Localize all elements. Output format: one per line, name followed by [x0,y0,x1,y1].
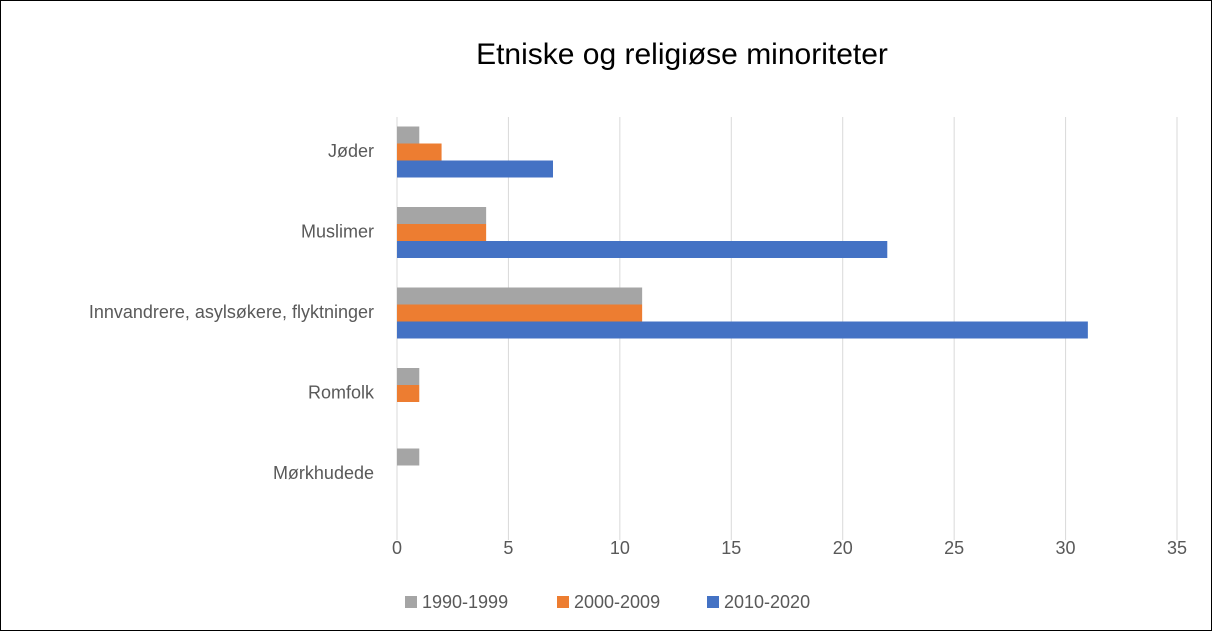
bar [397,287,643,305]
chart-title: Etniske og religiøse minoriteter [476,38,888,71]
legend-label: 2000-2009 [574,592,660,612]
bar [397,321,1088,339]
bar [397,385,420,402]
bar [397,448,420,466]
legend-label: 2010-2020 [724,592,810,612]
x-tick-label: 25 [944,538,964,558]
y-tick-label: Mørkhudede [273,463,374,483]
bar [397,126,420,144]
y-tick-label: Romfolk [308,382,375,402]
legend-swatch [707,596,719,608]
bar [397,207,487,224]
legend-swatch [557,596,569,608]
x-tick-label: 35 [1167,538,1187,558]
x-tick-label: 20 [833,538,853,558]
legend-label: 1990-1999 [422,592,508,612]
x-tick-label: 0 [392,538,402,558]
x-tick-label: 30 [1056,538,1076,558]
x-tick-label: 10 [610,538,630,558]
bar [397,241,888,258]
y-tick-label: Jøder [328,141,374,161]
x-tick-label: 15 [721,538,741,558]
bar [397,304,643,322]
bar [397,368,420,385]
bar [397,143,442,161]
y-tick-label: Innvandrere, asylsøkere, flyktninger [89,302,374,322]
y-tick-label: Muslimer [301,221,374,241]
x-tick-label: 5 [503,538,513,558]
bar [397,224,487,241]
bar [397,160,553,178]
legend-swatch [405,596,417,608]
